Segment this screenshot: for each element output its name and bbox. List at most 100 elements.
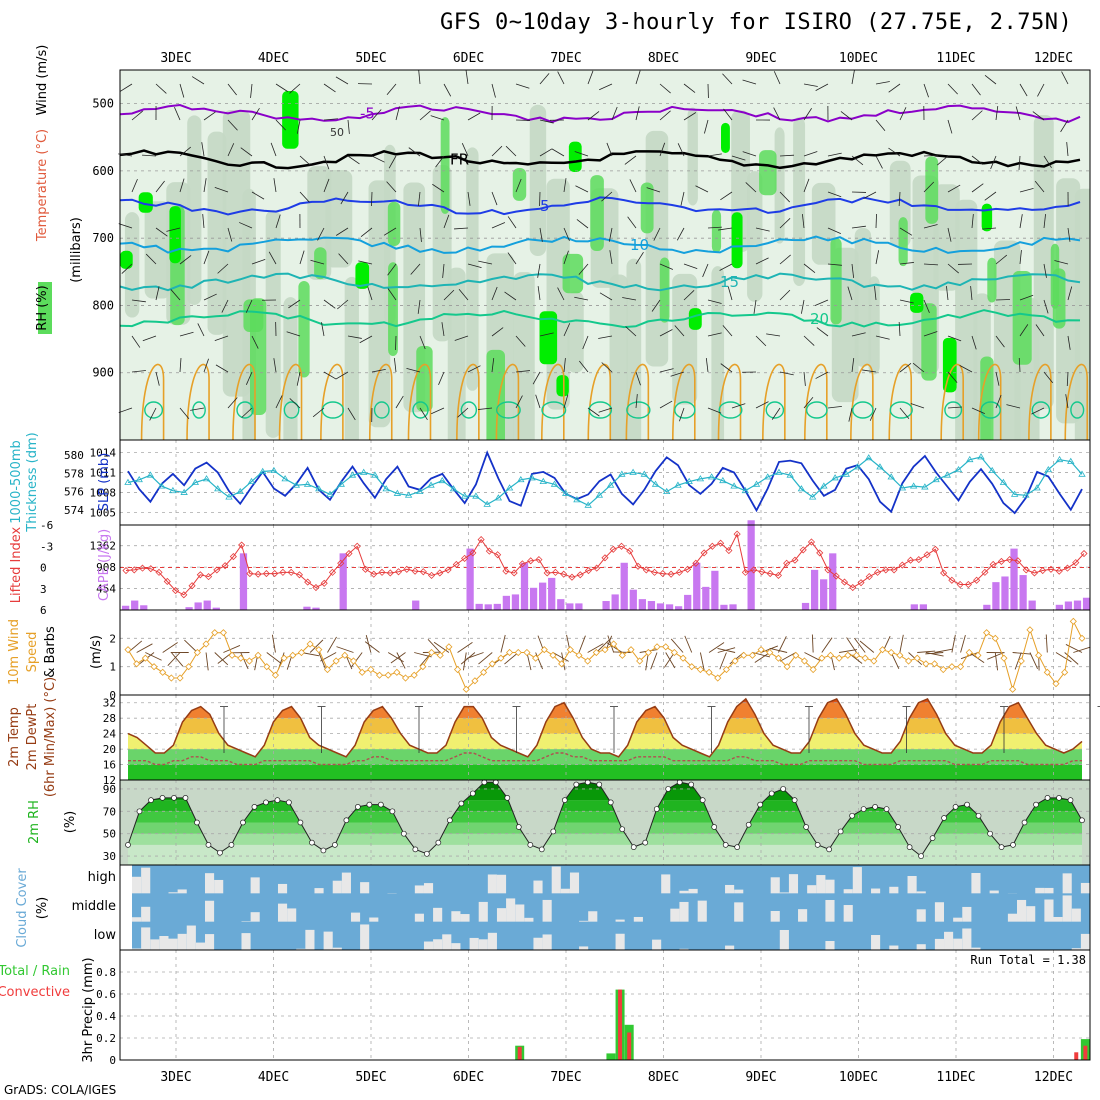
wind-barb-10m — [821, 637, 833, 653]
thickness-marker — [696, 475, 705, 482]
rh-moist-cell — [1012, 271, 1032, 365]
wind-barb — [142, 335, 157, 342]
warm-contour — [850, 363, 874, 441]
wind-speed-marker — [896, 651, 904, 659]
wind-barb — [419, 110, 431, 121]
wind-barb — [827, 191, 842, 198]
wind-speed-marker — [705, 668, 713, 676]
precip-conv-bar — [1074, 1052, 1079, 1060]
wind-speed-marker — [306, 640, 314, 648]
thickness-marker — [326, 490, 334, 497]
rh-marker — [469, 790, 476, 797]
wind-barb — [707, 299, 722, 304]
cloud-bar — [141, 867, 151, 894]
wind-barb — [142, 154, 157, 157]
rh-moist-cell — [562, 253, 584, 294]
moist-contour — [852, 401, 874, 419]
wind-barb — [574, 151, 589, 157]
thickness-marker — [663, 487, 671, 495]
rh-moist-cell — [298, 280, 310, 378]
li-marker — [535, 556, 543, 564]
moist-contour — [144, 401, 164, 419]
rh-marker — [423, 850, 430, 857]
wind-barb — [679, 407, 685, 422]
wind-speed-marker — [185, 663, 193, 671]
thickness-marker — [842, 470, 851, 477]
wind-barb — [827, 152, 842, 157]
cloud-bar — [934, 902, 945, 922]
precip-conv-legend: Convective — [0, 985, 70, 1000]
wind-barb — [971, 407, 985, 415]
li-tick-label: 3 — [40, 583, 47, 596]
rh-marker — [228, 842, 235, 848]
wind-barb-10m — [890, 652, 900, 669]
wind-barb — [874, 286, 877, 301]
wind-barb-10m — [1064, 652, 1079, 665]
rh-marker — [561, 797, 568, 803]
thickness-marker — [808, 493, 817, 500]
wind-speed-marker — [627, 646, 635, 654]
cloud-bar — [670, 908, 680, 922]
warm-contour — [672, 363, 696, 441]
rh-marker — [320, 847, 327, 854]
cloud-bar — [1080, 882, 1090, 894]
cape-bar — [602, 601, 610, 610]
li-marker — [221, 562, 229, 570]
warm-contour — [186, 363, 210, 441]
wind-barb — [923, 299, 930, 314]
precip-tick-label: 0.4 — [96, 1010, 116, 1023]
thickness-marker — [157, 482, 166, 489]
thickness-marker — [909, 482, 918, 489]
wind-barb — [515, 335, 526, 347]
li-marker — [304, 578, 312, 586]
cape-bar — [1001, 576, 1009, 610]
wind-barb — [599, 292, 613, 301]
wind-barb — [418, 191, 421, 206]
rh-marker — [814, 842, 821, 848]
temp-tick-label: 24 — [103, 728, 117, 741]
temp-tick-label: 32 — [103, 697, 116, 710]
cloud-bar — [871, 888, 881, 894]
wind-barb — [899, 262, 914, 265]
wind-barb — [504, 291, 517, 301]
wind-barb — [338, 253, 349, 265]
cape-bar — [511, 594, 520, 610]
wind-barb — [563, 358, 566, 373]
wind-barb — [659, 110, 671, 121]
wind-barb — [467, 263, 482, 268]
rh-marker — [286, 799, 292, 806]
thickness-tick-label: 574 — [64, 504, 84, 517]
wind-speed-marker — [358, 668, 366, 676]
wind-barb — [598, 335, 613, 339]
wind-barb — [683, 112, 697, 121]
thickness-marker — [1078, 470, 1086, 477]
rh-marker — [446, 817, 453, 824]
wind-barb — [995, 254, 1008, 265]
wind-barb — [1019, 324, 1029, 337]
warm-contour — [407, 363, 432, 441]
li-marker — [386, 569, 394, 577]
wind-barb — [1018, 155, 1021, 170]
wind-barb — [179, 358, 182, 373]
wind-speed-marker — [740, 651, 748, 659]
minmax-legend: (6hr Min/Max) (°C) — [43, 677, 58, 797]
bottom-date-label: 8DEC — [648, 1070, 679, 1085]
wind-barb — [608, 227, 613, 242]
warm-contour — [1064, 363, 1089, 441]
wind-barb — [670, 371, 685, 377]
wind-speed-marker — [852, 651, 861, 659]
thickness-marker — [999, 478, 1008, 485]
precip-tick-label: 0 — [109, 1054, 116, 1067]
wind-barb — [851, 155, 864, 166]
wind-barb-10m — [606, 642, 623, 653]
cape-bar — [1055, 604, 1063, 610]
wind-barb — [683, 263, 698, 269]
wind-barb — [515, 370, 530, 373]
wind-barb — [323, 83, 336, 93]
wind-barb — [803, 263, 816, 273]
cloud-bar — [186, 925, 196, 950]
li-marker — [626, 547, 634, 555]
wind-speed-marker — [462, 685, 470, 693]
cape-bar — [820, 579, 828, 610]
wind-barb — [923, 181, 935, 193]
